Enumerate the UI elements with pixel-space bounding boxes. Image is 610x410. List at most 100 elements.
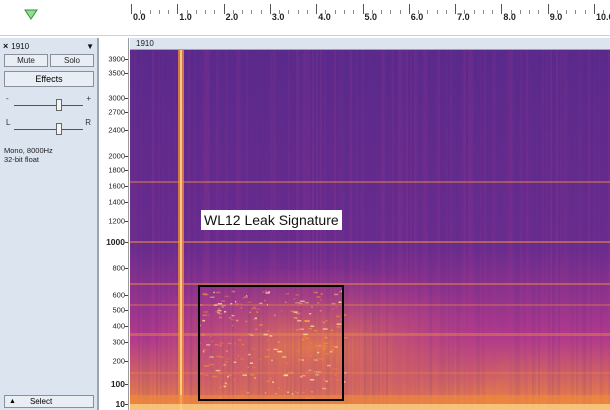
solo-button[interactable]: Solo xyxy=(50,54,94,67)
texture-streak xyxy=(590,50,592,410)
energy-speckle xyxy=(272,381,274,383)
texture-streak xyxy=(592,50,594,410)
play-position-marker-icon[interactable] xyxy=(24,9,38,20)
texture-streak xyxy=(504,50,506,410)
energy-speckle xyxy=(252,366,256,369)
energy-speckle xyxy=(214,343,219,346)
energy-speckle xyxy=(293,311,298,313)
spectrogram-view[interactable] xyxy=(130,50,610,410)
texture-streak xyxy=(570,50,572,410)
time-minor-tick xyxy=(186,10,188,14)
track-name-menu[interactable]: 1910 xyxy=(11,41,30,51)
energy-speckle xyxy=(230,303,233,305)
texture-streak xyxy=(222,50,224,410)
mute-button[interactable]: Mute xyxy=(4,54,48,67)
time-minor-tick xyxy=(343,10,345,14)
select-track-button[interactable]: ▲ Select xyxy=(4,395,94,408)
energy-speckle xyxy=(215,369,221,372)
energy-speckle xyxy=(223,385,227,388)
pan-slider[interactable]: L R xyxy=(6,118,91,136)
texture-streak xyxy=(428,50,430,410)
energy-speckle xyxy=(231,290,236,293)
texture-streak xyxy=(152,50,154,410)
texture-streak xyxy=(522,50,524,410)
clip-title-bar[interactable]: 1910 xyxy=(130,38,610,50)
texture-streak xyxy=(354,50,356,410)
texture-streak xyxy=(356,50,358,410)
track-menu-arrow-icon[interactable]: ▼ xyxy=(86,41,94,51)
texture-streak xyxy=(164,50,166,410)
texture-streak xyxy=(392,50,394,410)
texture-streak xyxy=(362,50,364,410)
frequency-tick xyxy=(125,242,128,243)
energy-speckle xyxy=(224,382,227,384)
texture-streak xyxy=(502,50,504,410)
energy-speckle xyxy=(304,301,309,304)
energy-speckle xyxy=(217,312,220,314)
energy-speckle xyxy=(301,339,305,341)
energy-speckle xyxy=(310,379,315,381)
texture-streak xyxy=(510,50,512,410)
frequency-tick-label: 2700 xyxy=(108,107,125,117)
energy-speckle xyxy=(302,359,304,361)
texture-streak xyxy=(452,50,454,410)
energy-speckle xyxy=(251,307,257,310)
texture-streak xyxy=(488,50,490,410)
texture-streak xyxy=(604,50,606,410)
frequency-tick xyxy=(125,295,128,296)
texture-streak xyxy=(218,50,220,410)
texture-streak xyxy=(302,50,304,410)
time-minor-tick xyxy=(399,10,401,14)
frequency-tick xyxy=(125,59,128,60)
energy-speckle xyxy=(277,341,280,343)
energy-speckle xyxy=(238,339,242,341)
pan-slider-thumb[interactable] xyxy=(56,123,62,135)
texture-streak xyxy=(528,50,530,410)
leak-signature-highlight-box xyxy=(198,285,344,401)
texture-streak xyxy=(184,50,186,410)
gain-minus-label: - xyxy=(6,94,9,103)
timeline-ruler[interactable]: 0.0 1.0 2.0 3.0 4.0 5.0 6.0 7.0 8.0 9.0 10.0 xyxy=(0,0,610,36)
energy-speckle xyxy=(343,314,347,316)
energy-speckle xyxy=(240,303,243,306)
gain-slider-thumb[interactable] xyxy=(56,99,62,111)
texture-streak xyxy=(598,50,600,410)
texture-streak xyxy=(216,50,218,410)
texture-streak xyxy=(390,50,392,410)
close-track-button[interactable]: × xyxy=(3,41,9,51)
energy-speckle xyxy=(212,375,218,378)
harmonic-band xyxy=(130,181,610,183)
energy-speckle xyxy=(211,340,213,342)
energy-speckle xyxy=(301,354,303,357)
time-major-tick xyxy=(223,4,225,14)
texture-streak xyxy=(402,50,404,410)
energy-speckle xyxy=(294,298,296,300)
texture-streak xyxy=(308,50,310,410)
texture-streak xyxy=(582,50,584,410)
energy-speckle xyxy=(336,326,341,328)
energy-speckle xyxy=(305,337,310,340)
time-minor-tick xyxy=(168,10,170,14)
energy-speckle xyxy=(318,358,324,360)
energy-speckle xyxy=(336,315,341,318)
effects-button[interactable]: Effects xyxy=(4,71,94,87)
texture-streak xyxy=(342,50,344,410)
texture-streak xyxy=(316,50,318,410)
energy-speckle xyxy=(287,391,289,393)
texture-streak xyxy=(150,50,152,410)
texture-streak xyxy=(204,50,206,410)
texture-streak xyxy=(340,50,342,410)
energy-speckle xyxy=(219,386,222,389)
energy-speckle xyxy=(299,300,305,302)
texture-streak xyxy=(516,50,518,410)
time-minor-tick xyxy=(242,10,244,14)
energy-speckle xyxy=(223,364,226,366)
collapse-arrow-icon[interactable]: ▲ xyxy=(9,398,16,405)
energy-speckle xyxy=(277,387,280,390)
energy-speckle xyxy=(257,308,260,310)
gain-slider[interactable]: - + xyxy=(6,94,91,112)
texture-streak xyxy=(532,50,534,410)
texture-streak xyxy=(484,50,486,410)
time-major-tick xyxy=(269,4,271,14)
time-minor-tick xyxy=(510,10,512,14)
